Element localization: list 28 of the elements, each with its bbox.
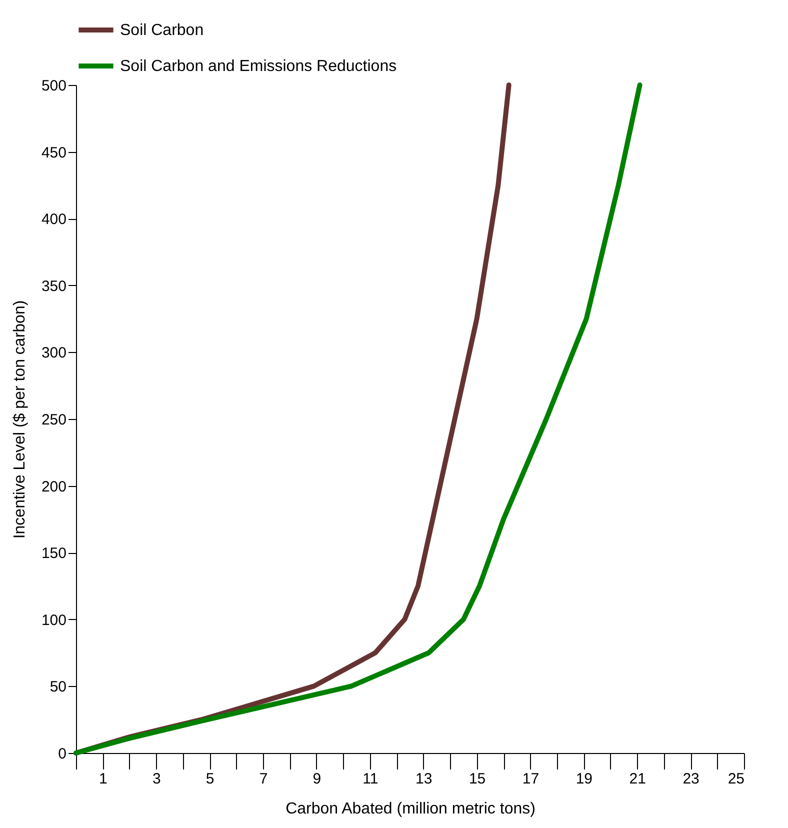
x-tick-label: 15 (468, 770, 486, 788)
x-tick-label: 7 (259, 770, 268, 788)
x-tick-label: 21 (629, 770, 646, 788)
y-tick-label: 250 (41, 412, 66, 428)
y-tick-label: 500 (41, 78, 66, 94)
x-tick-label: 17 (522, 770, 540, 788)
y-tick-label: 400 (41, 211, 66, 228)
y-tick-label: 150 (41, 545, 66, 562)
x-tick-label: 25 (728, 770, 744, 788)
x-tick-label: 23 (682, 770, 700, 788)
y-tick-label: 100 (41, 612, 66, 629)
legend-label: Soil Carbon (120, 22, 204, 39)
x-tick-label: 5 (206, 770, 214, 788)
y-tick-label: 200 (41, 478, 66, 496)
y-tick-label: 50 (50, 678, 66, 696)
x-tick-label: 3 (152, 770, 161, 788)
y-axis-title: Incentive Level ($ per ton carbon) (11, 300, 28, 539)
y-tick-label: 0 (58, 746, 66, 762)
y-tick-label: 350 (41, 278, 66, 295)
x-tick-label: 1 (99, 770, 108, 788)
x-axis-title: Carbon Abated (million metric tons) (286, 800, 536, 818)
y-tick-label: 300 (41, 344, 66, 362)
legend-label: Soil Carbon and Emissions Reductions (120, 58, 397, 75)
x-tick-label: 19 (576, 770, 593, 788)
x-tick-label: 9 (312, 770, 322, 788)
x-tick-label: 13 (416, 770, 432, 788)
y-tick-label: 450 (41, 144, 66, 162)
x-tick-label: 11 (362, 770, 378, 788)
